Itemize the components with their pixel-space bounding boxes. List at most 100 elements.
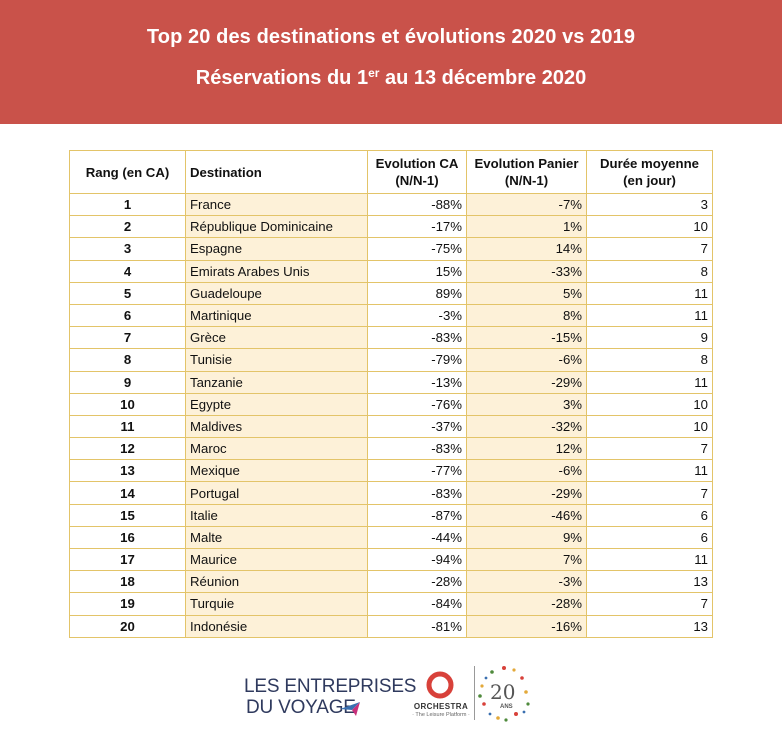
destination-cell: Grèce [185,326,368,350]
anniversary-badge: 20 ANS [476,664,532,727]
evolution-ca-cell: -94% [367,547,467,572]
duree-cell: 13 [586,614,713,638]
destination-cell: Italie [185,503,368,527]
duree-cell: 9 [586,326,713,350]
evolution-ca-cell: -77% [367,459,467,483]
evolution-ca-cell: -13% [367,370,467,394]
header-duree-line2: (en jour) [623,173,676,188]
rank-cell: 14 [69,481,186,505]
evolution-ca-cell: -17% [367,215,467,239]
evolution-ca-cell: -79% [367,348,467,372]
rank-cell: 4 [69,259,186,283]
duree-cell: 11 [586,303,713,328]
les-entreprises-du-voyage-logo: LES ENTREPRISES DU VOYAGE [244,676,416,718]
header-duree-line1: Durée moyenne [600,156,699,171]
rank-cell: 9 [69,370,186,394]
logo-divider [474,666,475,720]
destination-cell: France [185,192,368,217]
rank-cell: 16 [69,525,186,550]
evolution-panier-cell: -6% [466,348,587,372]
destination-cell: Réunion [185,570,368,594]
table-header-row: Rang (en CA) Destination Evolution CA (N/… [69,150,713,194]
evolution-panier-cell: -16% [466,614,587,638]
header-destination: Destination [185,150,368,194]
rank-cell: 8 [69,348,186,372]
orchestra-name: ORCHESTRA [413,702,469,711]
evolution-ca-cell: -3% [367,303,467,328]
header-panier-line1: Evolution Panier [474,156,579,171]
evolution-ca-cell: -83% [367,326,467,350]
header-ca-line1: Evolution CA [375,156,459,171]
lev-logo-line2: DU VOYAGE [246,697,356,718]
table-row: 4 Emirats Arabes Unis 15% -33% 8 [69,259,713,283]
duree-cell: 7 [586,437,713,461]
lev-logo-line1: LES ENTREPRISES [244,676,417,697]
evolution-panier-cell: 7% [466,547,587,572]
rank-cell: 7 [69,326,186,350]
duree-cell: 10 [586,215,713,239]
rank-cell: 12 [69,437,186,461]
evolution-panier-cell: 14% [466,237,587,261]
page-subtitle: Réservations du 1er au 13 décembre 2020 [0,66,782,90]
destination-cell: Maurice [185,547,368,572]
anniversary-label: ANS [500,704,513,710]
header-evolution-panier: Evolution Panier (N/N-1) [466,150,587,194]
header-banner: Top 20 des destinations et évolutions 20… [0,0,782,124]
evolution-panier-cell: -7% [466,192,587,217]
duree-cell: 13 [586,570,713,594]
evolution-panier-cell: -6% [466,459,587,483]
table-row: 1 France -88% -7% 3 [69,192,713,217]
orchestra-tagline: · The Leisure Platform · [412,712,470,718]
rank-cell: 19 [69,592,186,616]
duree-cell: 7 [586,481,713,505]
destination-cell: Portugal [185,481,368,505]
evolution-ca-cell: -28% [367,570,467,594]
duree-cell: 11 [586,459,713,483]
rank-cell: 17 [69,547,186,572]
evolution-panier-cell: 8% [466,303,587,328]
subtitle-suffix: au 13 décembre 2020 [379,67,587,89]
evolution-ca-cell: -87% [367,503,467,527]
evolution-ca-cell: -83% [367,437,467,461]
evolution-ca-cell: -44% [367,525,467,550]
footer-logos: LES ENTREPRISES DU VOYAGE ORCHESTRA · Th… [0,650,782,740]
confetti-ring-icon [478,666,530,722]
orchestra-swirl-icon [426,671,454,699]
evolution-panier-cell: -29% [466,370,587,394]
destination-cell: République Dominicaine [185,215,368,239]
header-ca-line2: (N/N-1) [395,173,439,188]
rank-cell: 20 [69,614,186,638]
table-row: 13 Mexique -77% -6% 11 [69,459,713,483]
evolution-ca-cell: -75% [367,237,467,261]
subtitle-prefix: Réservations du 1 [195,67,369,89]
evolution-panier-cell: -3% [466,570,587,594]
duree-cell: 7 [586,237,713,261]
table-row: 16 Malte -44% 9% 6 [69,525,713,550]
plane-arrow-icon [340,702,360,716]
evolution-ca-cell: -83% [367,481,467,505]
evolution-panier-cell: -15% [466,326,587,350]
table-row: 5 Guadeloupe 89% 5% 11 [69,281,713,305]
evolution-panier-cell: 1% [466,215,587,239]
duree-cell: 10 [586,392,713,416]
evolution-panier-cell: -32% [466,414,587,439]
duree-cell: 8 [586,348,713,372]
duree-cell: 3 [586,192,713,217]
table-row: 14 Portugal -83% -29% 7 [69,481,713,505]
table-row: 2 République Dominicaine -17% 1% 10 [69,215,713,239]
destination-cell: Maroc [185,437,368,461]
rank-cell: 5 [69,281,186,305]
subtitle-superscript: er [368,66,380,80]
evolution-ca-cell: -88% [367,192,467,217]
duree-cell: 7 [586,592,713,616]
destinations-table: Rang (en CA) Destination Evolution CA (N/… [69,150,713,638]
destination-cell: Indonésie [185,614,368,638]
table-row: 3 Espagne -75% 14% 7 [69,237,713,261]
destination-cell: Maldives [185,414,368,439]
evolution-ca-cell: -81% [367,614,467,638]
destination-cell: Guadeloupe [185,281,368,305]
table-row: 10 Egypte -76% 3% 10 [69,392,713,416]
destination-cell: Turquie [185,592,368,616]
rank-cell: 3 [69,237,186,261]
duree-cell: 11 [586,547,713,572]
